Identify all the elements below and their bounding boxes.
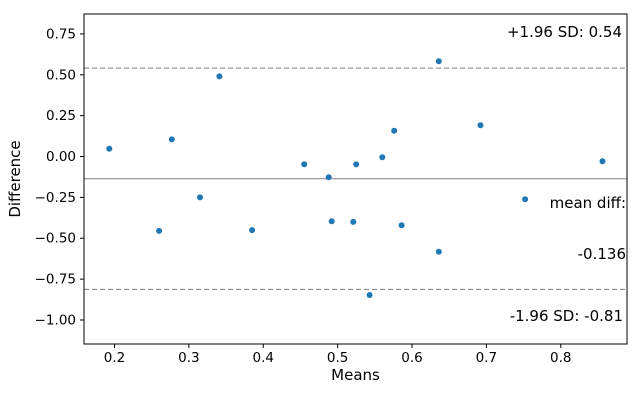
data-point (350, 218, 357, 225)
x-tick-label: 0.3 (178, 350, 199, 366)
data-point (599, 158, 606, 165)
x-tick-label: 0.7 (476, 350, 497, 366)
data-point (325, 174, 332, 181)
y-tick-label: −0.50 (35, 231, 76, 247)
x-axis-label: Means (331, 366, 380, 384)
data-point (168, 136, 175, 143)
x-tick-label: 0.8 (550, 350, 571, 366)
data-point (216, 73, 223, 80)
x-tick-label: 0.4 (253, 350, 274, 366)
y-axis-label: Difference (6, 140, 24, 218)
data-point (197, 194, 203, 201)
upper-loa-annotation: +1.96 SD: 0.54 (506, 23, 622, 41)
x-tick-label: 0.5 (327, 350, 348, 366)
y-tick-label: −0.75 (35, 272, 76, 288)
data-point (366, 292, 373, 298)
x-tick-label: 0.2 (104, 350, 125, 366)
mean-diff-annotation-line1: mean diff: (549, 194, 626, 212)
data-point (522, 196, 529, 203)
y-tick-label: 0.25 (46, 108, 76, 124)
x-tick-label: 0.6 (401, 350, 422, 366)
y-tick-label: −0.25 (35, 190, 76, 206)
data-point (106, 145, 113, 152)
data-point (353, 161, 360, 168)
data-point (435, 248, 442, 255)
mean-diff-annotation-line2: -0.136 (577, 245, 626, 263)
mean-diff-annotation: mean diff: -0.136 (550, 161, 626, 297)
data-point (398, 222, 405, 229)
data-point (249, 227, 256, 234)
y-tick-label: 0.00 (46, 149, 76, 165)
data-point (435, 58, 442, 65)
data-point (391, 127, 398, 134)
data-point (328, 218, 335, 225)
data-point (156, 227, 163, 234)
data-point (477, 122, 484, 129)
data-point (379, 154, 386, 161)
data-point (301, 161, 308, 168)
y-tick-label: 0.50 (46, 67, 76, 83)
axes-spines (83, 13, 628, 345)
lower-loa-annotation: -1.96 SD: -0.81 (509, 307, 623, 325)
y-tick-label: −1.00 (35, 312, 76, 328)
y-tick-label: 0.75 (46, 26, 76, 42)
